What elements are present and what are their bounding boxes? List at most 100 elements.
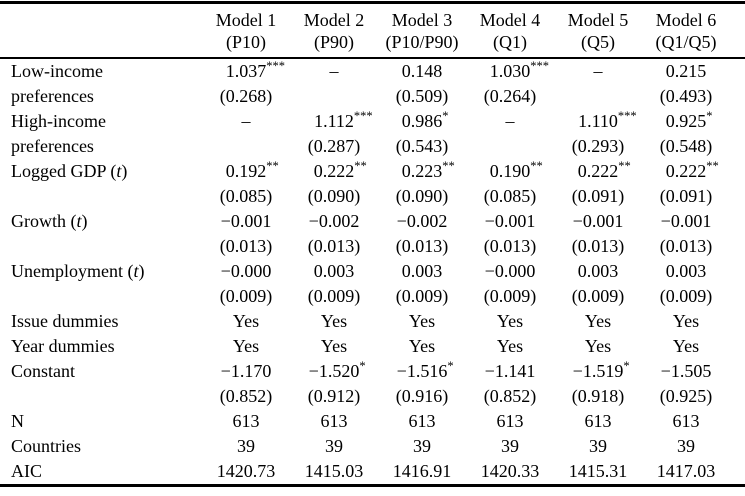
cell-value: (0.013) xyxy=(307,236,361,256)
cell-value: 613 xyxy=(584,411,612,431)
cell-value: (0.509) xyxy=(395,86,449,106)
row-label xyxy=(0,234,202,259)
cell-value: 613 xyxy=(672,411,700,431)
cell-value: −0.001 xyxy=(220,211,272,231)
cell-value: Yes xyxy=(320,311,348,331)
cell-value: (0.918) xyxy=(571,386,625,406)
cell-value: (0.543) xyxy=(395,136,449,156)
cell-value xyxy=(554,84,642,109)
cell-value: (0.264) xyxy=(483,86,537,106)
row-label: preferences xyxy=(11,136,94,156)
cell-value: Yes xyxy=(232,336,260,356)
header-model-5: Model 5 (Q5) xyxy=(554,4,642,57)
cell-value: 39 xyxy=(413,436,431,456)
cell-value: 39 xyxy=(237,436,255,456)
cell-value: −1.520 * xyxy=(308,359,366,381)
cell-value: 1420.33 xyxy=(480,461,540,481)
cell-value: 0.223 ** xyxy=(401,159,455,181)
cell-value: 613 xyxy=(496,411,524,431)
cell-value: (0.268) xyxy=(219,86,273,106)
cell-value: (0.013) xyxy=(395,236,449,256)
table-row: Low-income 1.037 *** – 0.148 1.030 *** – 0.215 xyxy=(0,59,730,84)
model-name: Model 4 xyxy=(479,10,541,30)
cell-value xyxy=(466,134,554,159)
row-label xyxy=(0,284,202,309)
significance-stars: ** xyxy=(266,159,279,173)
cell-value: (0.090) xyxy=(307,186,361,206)
row-label: Issue dummies xyxy=(11,311,119,331)
row-label: Constant xyxy=(11,361,76,381)
cell-value: Yes xyxy=(408,311,436,331)
cell-value: −1.519 * xyxy=(572,359,630,381)
cell-value: 613 xyxy=(320,411,348,431)
cell-value: (0.013) xyxy=(659,236,713,256)
significance-stars: * xyxy=(359,359,366,373)
cell-value: −0.001 xyxy=(572,211,624,231)
cell-value: (0.009) xyxy=(571,286,625,306)
significance-stars: *** xyxy=(530,59,549,73)
row-label: Logged GDP (t) xyxy=(11,161,128,181)
top-rule xyxy=(0,1,745,4)
cell-value: Yes xyxy=(408,336,436,356)
header-model-6: Model 6 (Q1/Q5) xyxy=(642,4,730,57)
cell-value: (0.009) xyxy=(483,286,537,306)
model-spec: (Q1) xyxy=(493,32,527,52)
cell-value: 0.986 * xyxy=(401,109,449,131)
cell-value: 0.003 xyxy=(577,261,619,281)
cell-value: – xyxy=(593,61,603,81)
header-divider-rule xyxy=(0,57,745,59)
row-label: Countries xyxy=(11,436,81,456)
cell-value: 0.222 ** xyxy=(665,159,719,181)
cell-value: Yes xyxy=(672,336,700,356)
cell-value: 0.222 ** xyxy=(313,159,367,181)
significance-stars: ** xyxy=(354,159,367,173)
row-label: High-income xyxy=(11,111,106,131)
cell-value: −1.170 xyxy=(220,361,272,381)
cell-value: −1.141 xyxy=(484,361,536,381)
cell-value: 39 xyxy=(589,436,607,456)
cell-value: Yes xyxy=(584,311,612,331)
table-row: Year dummies Yes Yes Yes Yes Yes Yes xyxy=(0,334,730,359)
model-spec: (Q5) xyxy=(581,32,615,52)
model-spec: (P10) xyxy=(226,32,266,52)
cell-value: −0.001 xyxy=(660,211,712,231)
cell-value: 0.148 xyxy=(401,61,443,81)
cell-value: −0.002 xyxy=(308,211,360,231)
model-name: Model 5 xyxy=(567,10,629,30)
table-row: Unemployment (t) −0.000 0.003 0.003 −0.000 0.… xyxy=(0,259,730,284)
significance-stars: ** xyxy=(618,159,631,173)
row-label: N xyxy=(11,411,24,431)
cell-value: 0.003 xyxy=(401,261,443,281)
cell-value: 1415.03 xyxy=(304,461,364,481)
table-row: (0.009) (0.009) (0.009) (0.009) (0.009) (0.00… xyxy=(0,284,730,309)
cell-value: −0.000 xyxy=(484,261,536,281)
header-row: Model 1 (P10) Model 2 (P90) Model 3 (P10… xyxy=(0,4,730,57)
model-spec: (P10/P90) xyxy=(385,32,459,52)
significance-stars: ** xyxy=(530,159,543,173)
bottom-rule xyxy=(0,484,745,487)
header-model-4: Model 4 (Q1) xyxy=(466,4,554,57)
row-label: Year dummies xyxy=(11,336,115,356)
table-row: Constant −1.170 −1.520 * −1.516 * −1.141 −1.519… xyxy=(0,359,730,384)
cell-value: 0.222 ** xyxy=(577,159,631,181)
cell-value: 0.003 xyxy=(313,261,355,281)
row-label xyxy=(0,384,202,409)
cell-value: 0.003 xyxy=(665,261,707,281)
table-row: Issue dummies Yes Yes Yes Yes Yes Yes xyxy=(0,309,730,334)
row-label: AIC xyxy=(11,461,42,481)
table-row: N 613 613 613 613 613 613 xyxy=(0,409,730,434)
table-row: AIC 1420.73 1415.03 1416.91 1420.33 1415.31 14… xyxy=(0,459,730,484)
table-row: (0.013) (0.013) (0.013) (0.013) (0.013) (0.01… xyxy=(0,234,730,259)
significance-stars: * xyxy=(442,109,449,123)
table-header: Model 1 (P10) Model 2 (P90) Model 3 (P10… xyxy=(0,4,730,57)
cell-value: (0.009) xyxy=(659,286,713,306)
cell-value: Yes xyxy=(232,311,260,331)
cell-value: 0.192 ** xyxy=(225,159,279,181)
cell-value: Yes xyxy=(320,336,348,356)
cell-value: (0.287) xyxy=(307,136,361,156)
cell-value: −0.001 xyxy=(484,211,536,231)
cell-value: (0.852) xyxy=(219,386,273,406)
model-name: Model 2 xyxy=(303,10,365,30)
cell-value: (0.009) xyxy=(307,286,361,306)
table-row: High-income – 1.112 *** 0.986 * – 1.110 *** 0.925… xyxy=(0,109,730,134)
